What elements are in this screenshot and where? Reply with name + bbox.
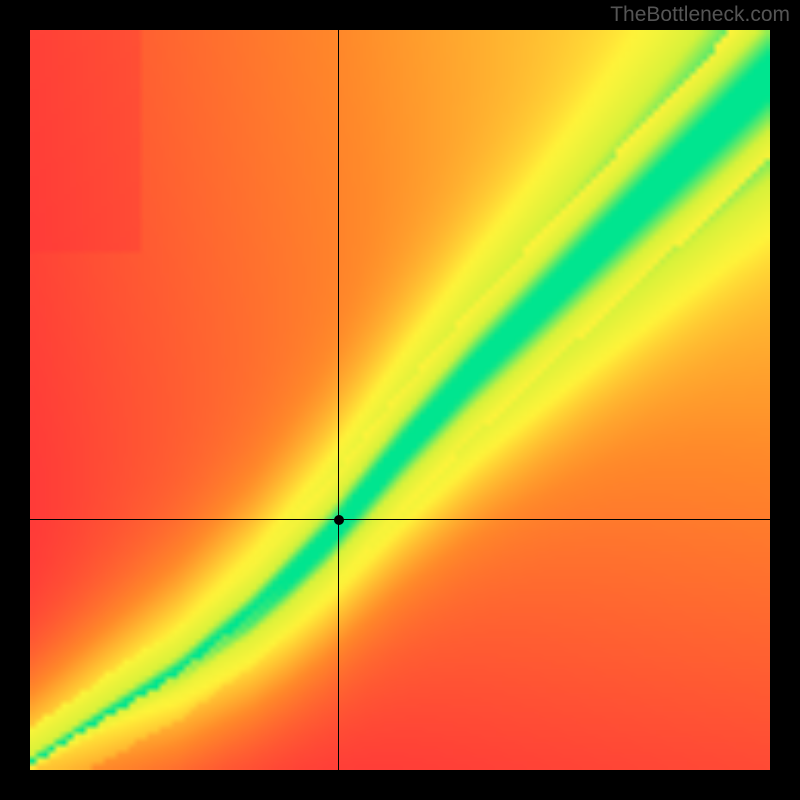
- chart-frame: [0, 0, 800, 800]
- marker-dot: [334, 515, 344, 525]
- chart-container: TheBottleneck.com: [0, 0, 800, 800]
- watermark-text: TheBottleneck.com: [610, 3, 790, 27]
- crosshair-horizontal: [30, 519, 770, 520]
- heatmap-plot-area: [30, 30, 770, 770]
- crosshair-vertical: [338, 30, 339, 770]
- heatmap-canvas: [30, 30, 770, 770]
